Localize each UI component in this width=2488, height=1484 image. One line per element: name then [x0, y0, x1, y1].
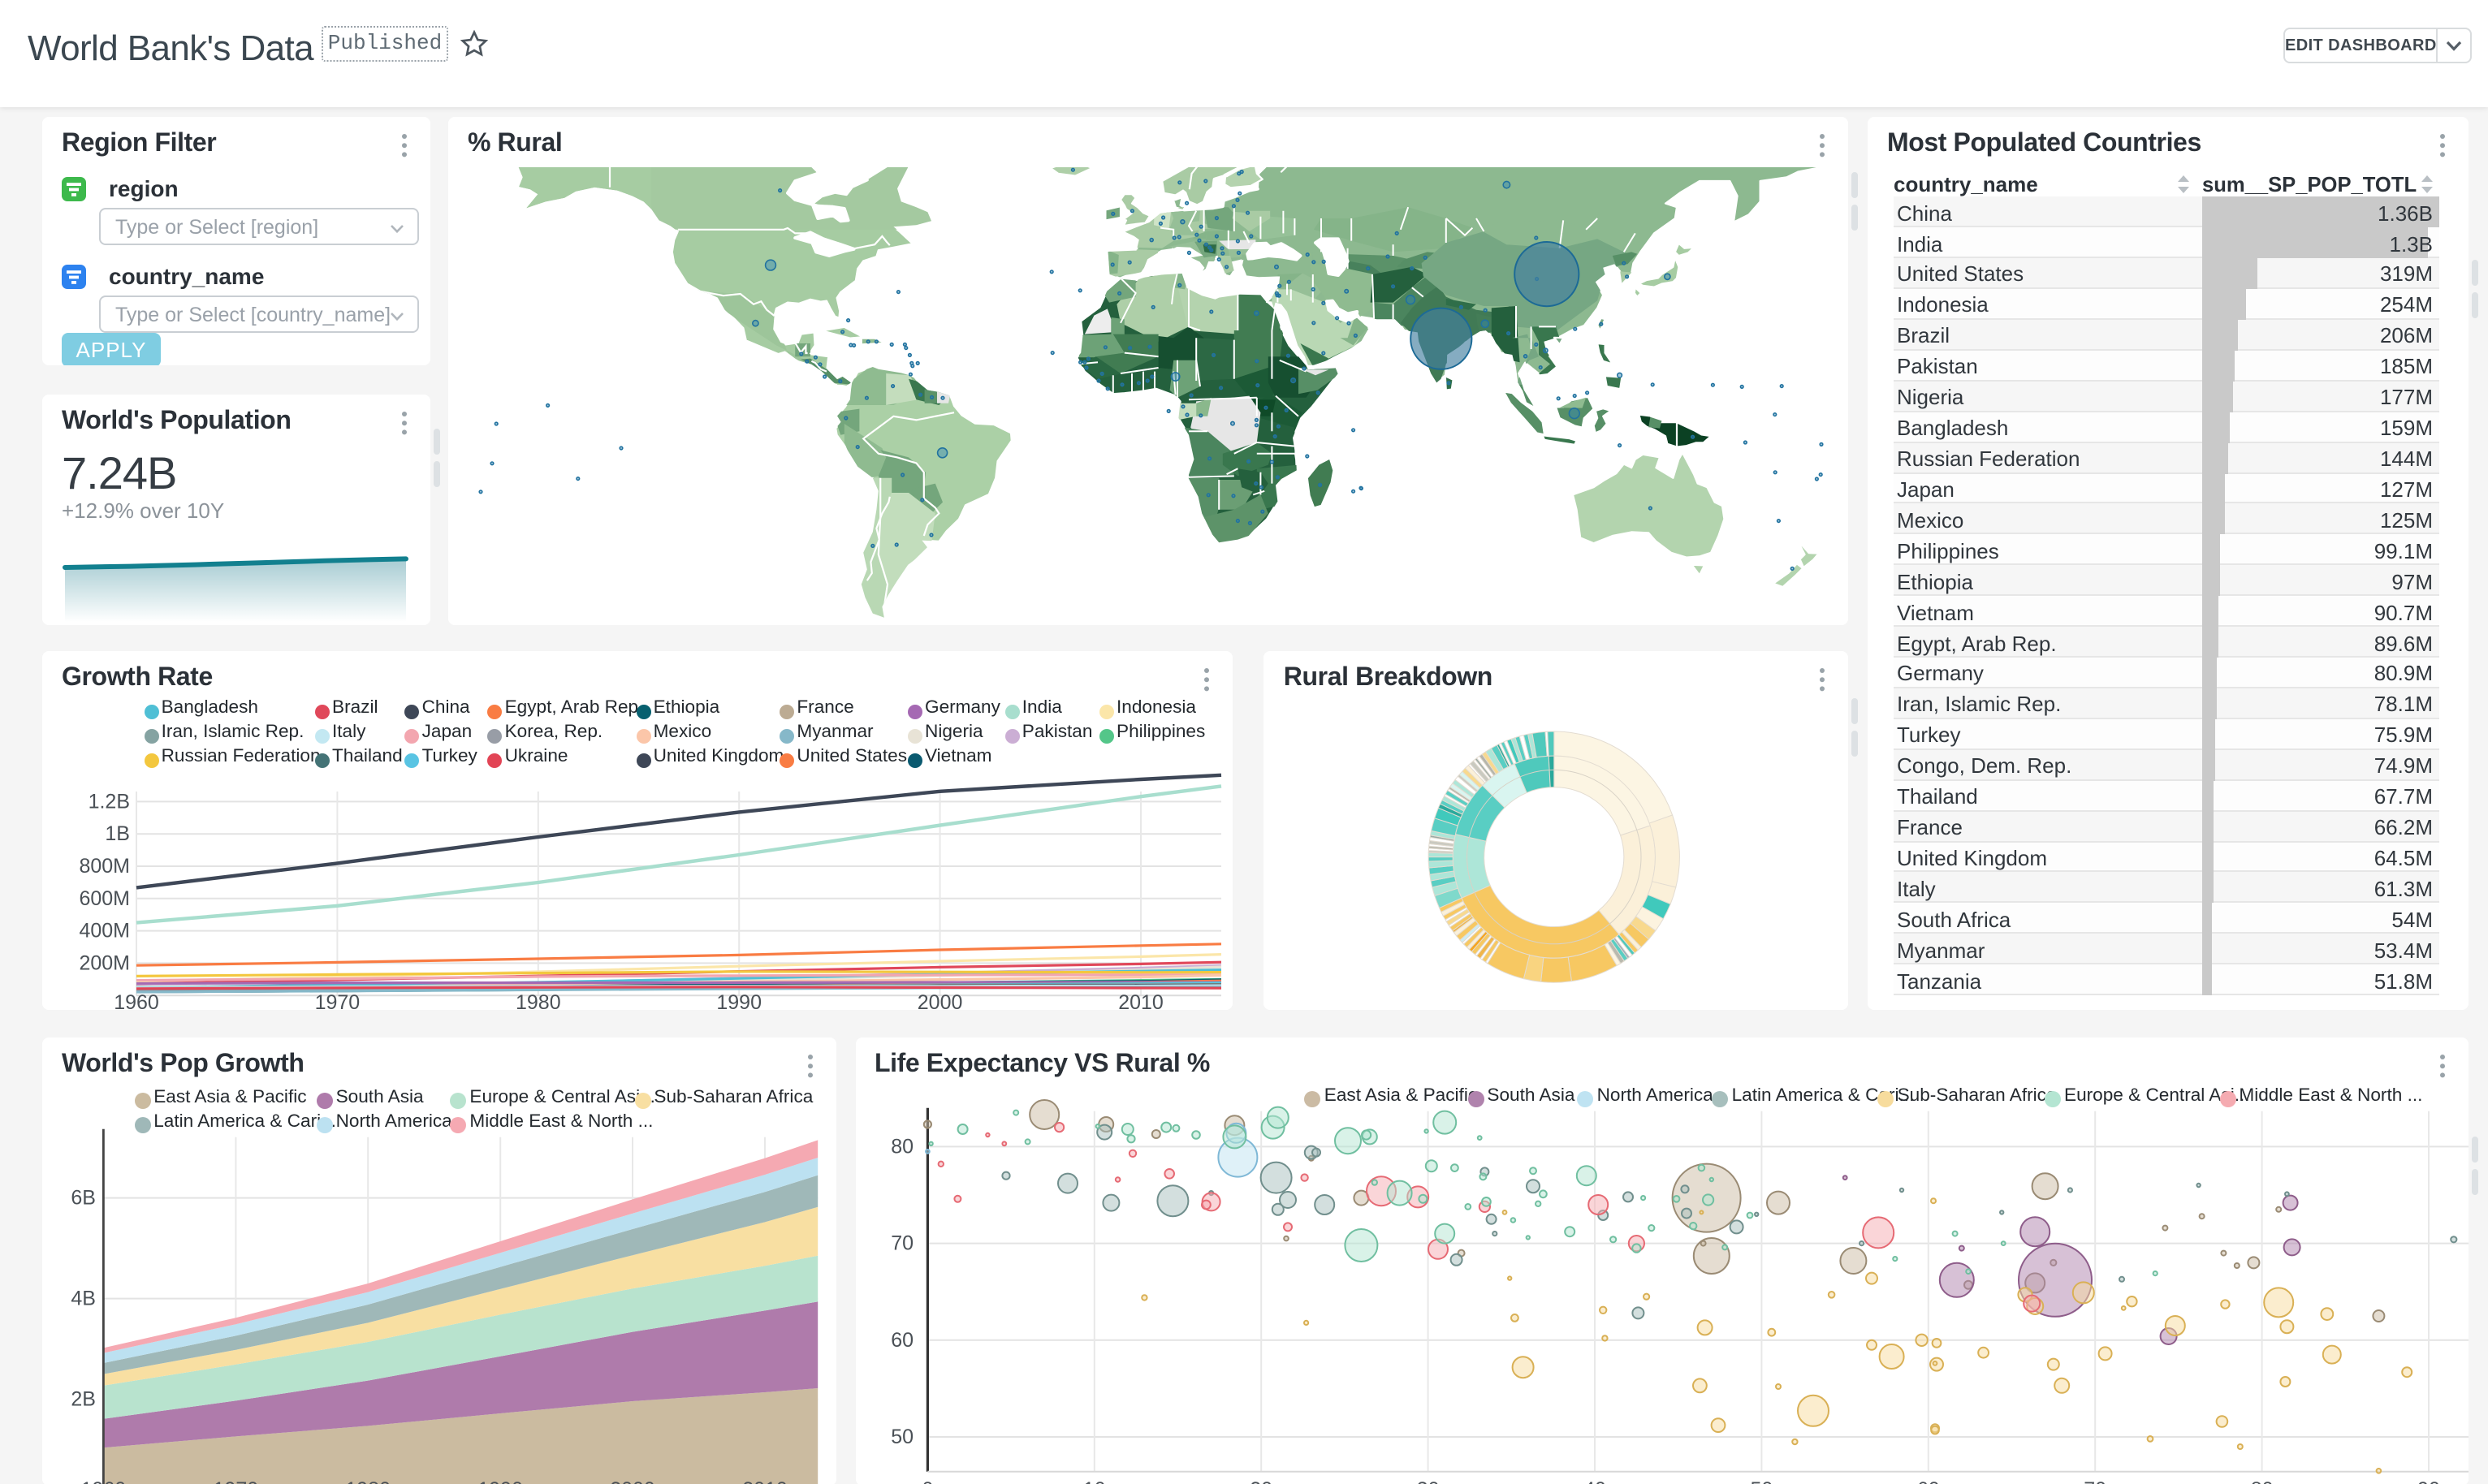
svg-text:6B: 6B: [71, 1186, 96, 1209]
svg-text:1990: 1990: [477, 1478, 523, 1484]
svg-text:10: 10: [1082, 1478, 1105, 1484]
svg-text:1.2B: 1.2B: [89, 789, 130, 812]
svg-text:90: 90: [2417, 1478, 2439, 1484]
svg-text:50: 50: [890, 1425, 913, 1447]
svg-text:70: 70: [890, 1232, 913, 1254]
svg-text:40: 40: [1583, 1478, 1605, 1484]
svg-text:200M: 200M: [79, 951, 130, 973]
svg-text:1980: 1980: [345, 1478, 391, 1484]
svg-text:1970: 1970: [214, 1478, 259, 1484]
svg-text:2010: 2010: [742, 1478, 788, 1484]
svg-text:800M: 800M: [79, 854, 130, 877]
svg-text:2000: 2000: [918, 990, 963, 1010]
svg-text:4B: 4B: [71, 1287, 96, 1309]
svg-text:2010: 2010: [1118, 990, 1164, 1010]
svg-text:2000: 2000: [610, 1478, 655, 1484]
svg-text:1990: 1990: [716, 990, 762, 1010]
svg-text:60: 60: [890, 1328, 913, 1351]
svg-text:80: 80: [2250, 1478, 2273, 1484]
svg-text:0: 0: [921, 1478, 932, 1484]
svg-text:1B: 1B: [105, 822, 130, 844]
svg-text:30: 30: [1416, 1478, 1439, 1484]
svg-text:60: 60: [1916, 1478, 1939, 1484]
svg-text:1960: 1960: [114, 990, 159, 1010]
svg-text:1980: 1980: [516, 990, 561, 1010]
svg-text:600M: 600M: [79, 887, 130, 909]
svg-text:1960: 1960: [81, 1478, 127, 1484]
svg-text:50: 50: [1749, 1478, 1772, 1484]
svg-text:1970: 1970: [315, 990, 361, 1010]
svg-text:400M: 400M: [79, 919, 130, 942]
svg-text:80: 80: [890, 1135, 913, 1158]
svg-text:20: 20: [1249, 1478, 1272, 1484]
svg-text:70: 70: [2083, 1478, 2106, 1484]
svg-text:2B: 2B: [71, 1387, 96, 1410]
